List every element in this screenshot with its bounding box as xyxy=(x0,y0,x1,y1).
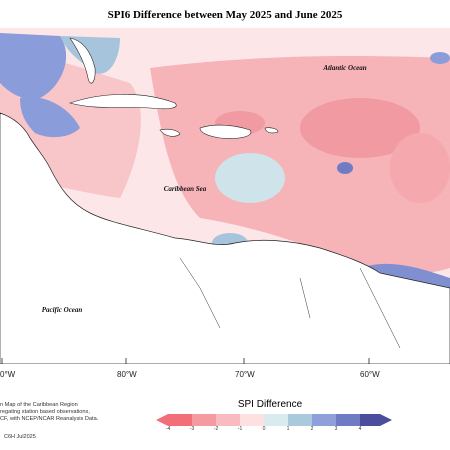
colorbar-segment xyxy=(216,414,240,426)
credit-text: C6H Jul2025 xyxy=(4,434,36,440)
positive-zone-gulf xyxy=(0,33,67,100)
note-line: CF, with NCEP/NCAR Reanalysis Data. xyxy=(0,416,99,422)
positive-zone-central xyxy=(215,153,285,203)
pacific-ocean-label: Pacific Ocean xyxy=(42,306,83,314)
colorbar-segment xyxy=(336,414,360,426)
legend-tick: -3 xyxy=(189,426,195,432)
legend-tick: -2 xyxy=(213,426,219,432)
positive-spot-ne xyxy=(430,52,450,64)
legend-tick: 3 xyxy=(334,426,338,432)
map-panel: Atlantic Ocean Caribbean Sea Pacific Oce… xyxy=(0,28,450,364)
lon-label: 0°W xyxy=(0,370,16,379)
colorbar-segment xyxy=(240,414,264,426)
lon-label: 60°W xyxy=(360,370,380,379)
color-bar xyxy=(156,414,392,426)
negative-core-atlantic xyxy=(300,98,420,158)
legend-tick: 0 xyxy=(262,426,266,432)
legend-tick: -4 xyxy=(165,426,171,432)
puerto-rico-land xyxy=(264,127,279,134)
colorbar-segment xyxy=(264,414,288,426)
positive-spot-lesser-antilles xyxy=(337,162,353,174)
legend-tick: 2 xyxy=(310,426,314,432)
colorbar-segment xyxy=(192,414,216,426)
map-title: SPI6 Difference between May 2025 and Jun… xyxy=(107,9,343,21)
cuba-land xyxy=(68,94,177,110)
spi-map: Atlantic Ocean Caribbean Sea Pacific Oce… xyxy=(0,28,450,364)
note-line: n Map of the Caribbean Region xyxy=(0,402,78,408)
legend-tick: 1 xyxy=(286,426,290,432)
legend-title: SPI Difference xyxy=(237,399,303,410)
colorbar-segment xyxy=(312,414,336,426)
country-borders xyxy=(179,257,401,349)
caribbean-sea-label: Caribbean Sea xyxy=(164,185,207,193)
lon-label: 80°W xyxy=(117,370,137,379)
jamaica-land xyxy=(159,128,181,137)
colorbar-segment xyxy=(168,414,192,426)
hispaniola-land xyxy=(199,124,252,139)
lon-label: 70°W xyxy=(235,370,255,379)
colorbar-segment xyxy=(360,414,380,426)
mainland-central-south-america xyxy=(0,112,450,364)
colorbar-segment xyxy=(288,414,312,426)
negative-zone-east xyxy=(390,133,450,203)
legend-tick: 4 xyxy=(358,426,362,432)
legend-tick: -1 xyxy=(237,426,243,432)
note-line: regating station based observations, xyxy=(0,409,90,415)
colorbar-low-arrow xyxy=(156,414,168,426)
atlantic-ocean-label: Atlantic Ocean xyxy=(322,64,366,72)
florida-land xyxy=(69,37,96,84)
map-description-note: n Map of the Caribbean Region regating s… xyxy=(0,402,140,423)
colorbar-high-arrow xyxy=(380,414,392,426)
positive-zone-yucatan xyxy=(20,97,80,138)
